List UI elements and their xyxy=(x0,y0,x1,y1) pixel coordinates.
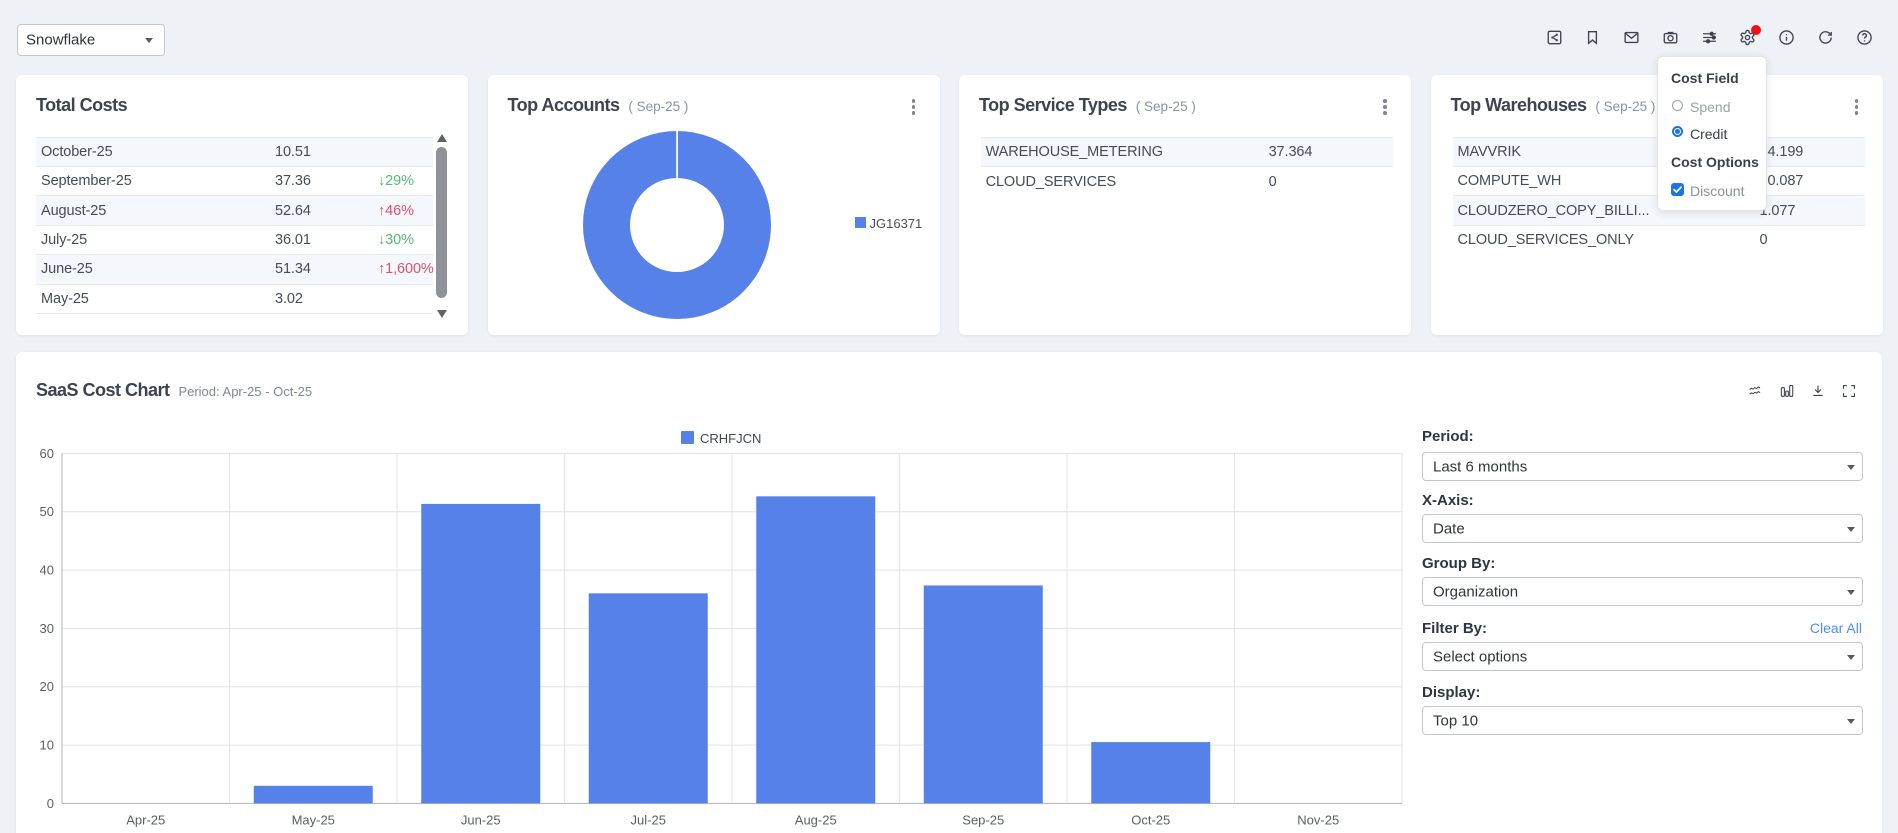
svg-text:30: 30 xyxy=(40,621,54,636)
svg-text:Jun-25: Jun-25 xyxy=(461,812,501,827)
svg-text:Jul-25: Jul-25 xyxy=(631,812,666,827)
svg-text:0: 0 xyxy=(47,796,54,811)
svg-text:Nov-25: Nov-25 xyxy=(1297,812,1339,827)
svg-text:May-25: May-25 xyxy=(292,812,335,827)
svg-text:50: 50 xyxy=(40,504,54,519)
svg-text:Oct-25: Oct-25 xyxy=(1131,812,1170,827)
svg-text:40: 40 xyxy=(40,563,54,578)
svg-text:Aug-25: Aug-25 xyxy=(795,812,837,827)
svg-text:Apr-25: Apr-25 xyxy=(126,812,165,827)
svg-text:Sep-25: Sep-25 xyxy=(962,812,1004,827)
svg-text:10: 10 xyxy=(40,738,54,753)
svg-text:20: 20 xyxy=(40,679,54,694)
svg-text:60: 60 xyxy=(40,446,54,461)
